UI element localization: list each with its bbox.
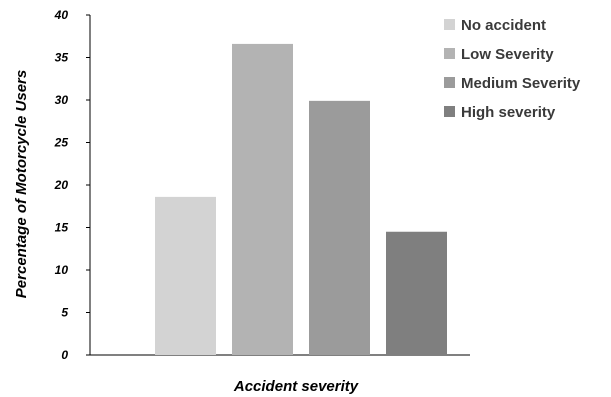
- bar-medium-severity: [309, 100, 370, 355]
- legend: No accident Low Severity Medium Severity Hi…: [444, 17, 581, 121]
- legend-swatch: [444, 19, 455, 30]
- legend-label: Medium Severity: [461, 75, 581, 92]
- y-tick-label: 30: [55, 93, 69, 107]
- bars: [155, 43, 447, 356]
- y-tick-label: 40: [54, 8, 69, 22]
- y-tick-label: 0: [61, 348, 68, 362]
- bar-high-severity: [386, 231, 447, 355]
- bar-no-accident: [155, 196, 216, 355]
- x-axis-title: Accident severity: [233, 378, 359, 395]
- y-tick-label: 15: [55, 221, 69, 235]
- y-tick-label: 10: [55, 263, 69, 277]
- legend-swatch: [444, 77, 455, 88]
- y-ticks: 0 5 10 15 20 25 30 35 40: [54, 8, 90, 362]
- legend-swatch: [444, 106, 455, 117]
- legend-label: Low Severity: [461, 46, 554, 63]
- y-tick-label: 25: [54, 136, 69, 150]
- y-tick-label: 20: [54, 178, 69, 192]
- y-tick-label: 35: [55, 51, 69, 65]
- legend-label: High severity: [461, 104, 556, 121]
- bar-low-severity: [232, 43, 293, 356]
- y-tick-label: 5: [61, 306, 68, 320]
- legend-label: No accident: [461, 17, 546, 34]
- y-axis-title: Percentage of Motorcycle Users: [13, 70, 30, 298]
- legend-swatch: [444, 48, 455, 59]
